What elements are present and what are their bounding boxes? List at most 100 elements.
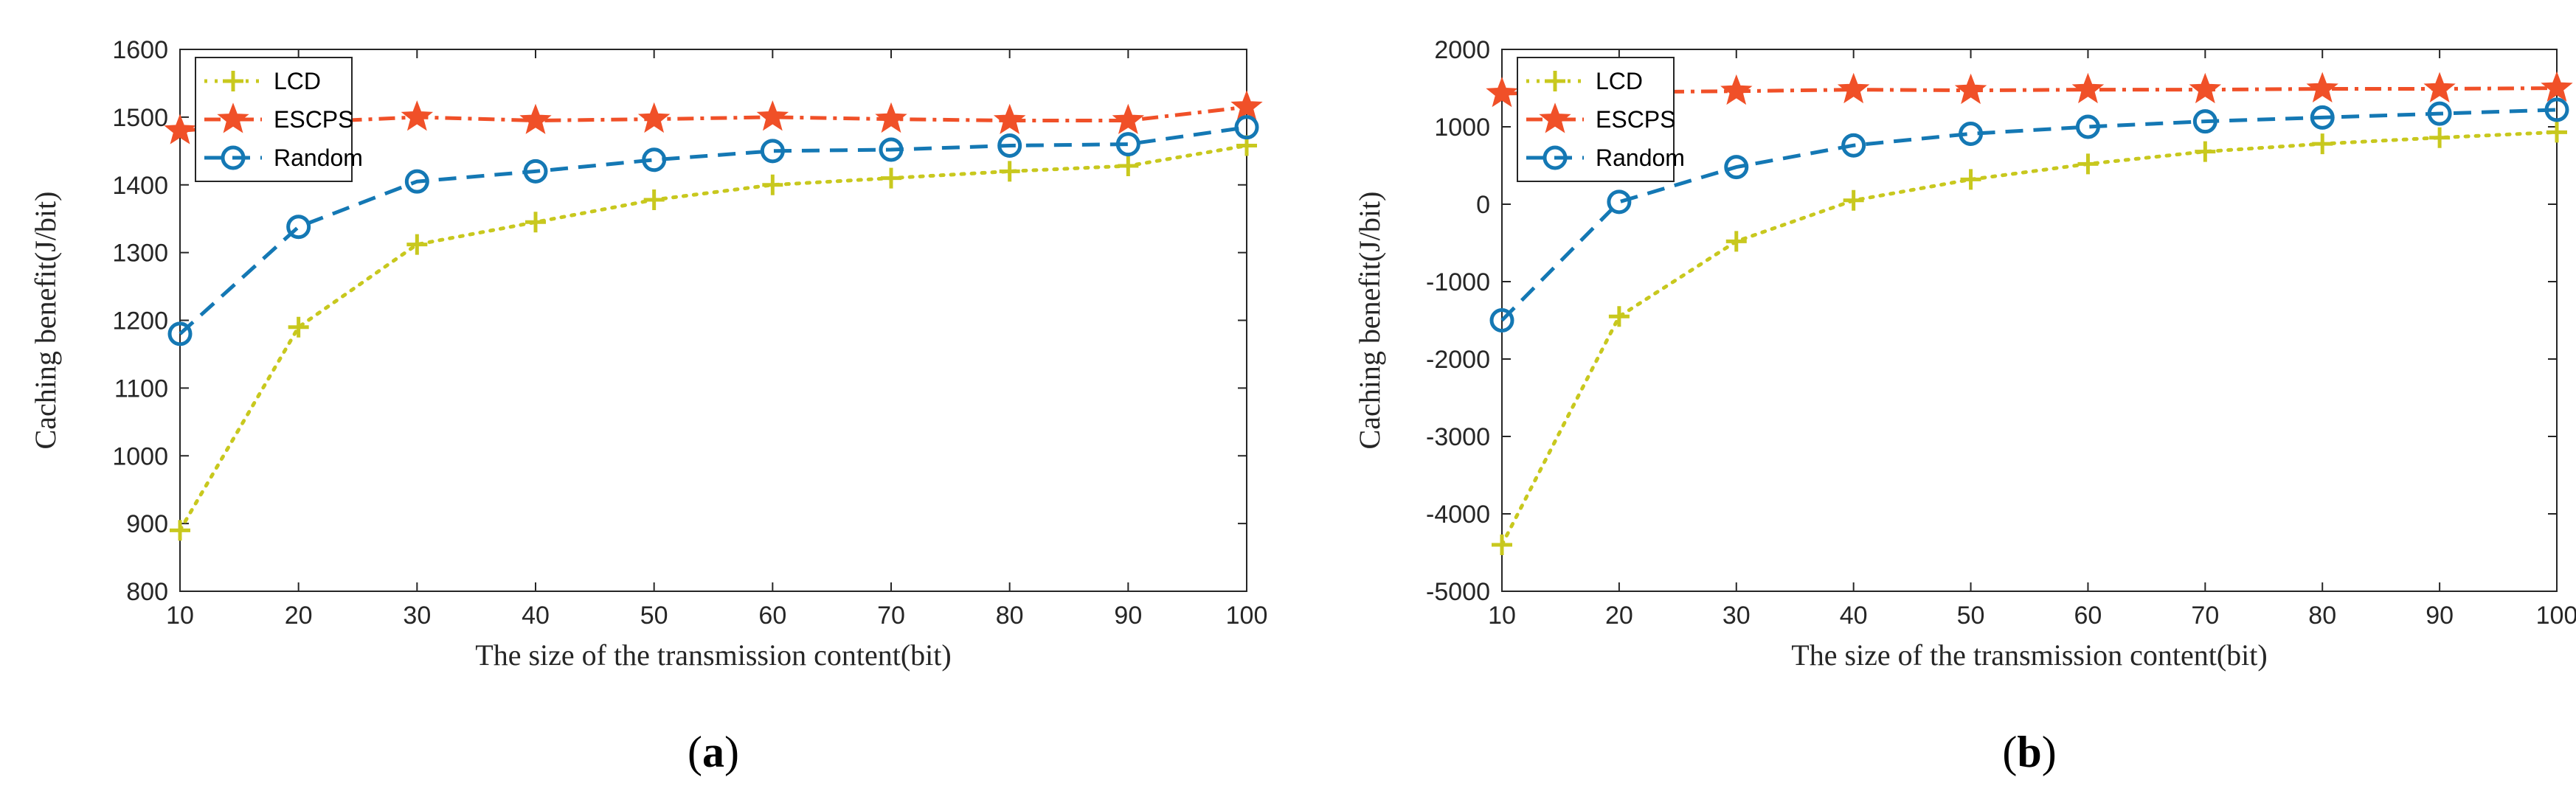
x-tick-label: 50 [1957, 602, 1985, 630]
x-tick-label: 90 [2426, 602, 2454, 630]
data-point-marker [1724, 155, 1749, 180]
y-tick-label: -2000 [1426, 346, 1490, 374]
data-point-marker [164, 114, 196, 144]
series-line [1501, 86, 2558, 96]
x-tick-label: 20 [285, 602, 313, 630]
data-point-marker [1960, 169, 1981, 190]
data-point-marker [760, 139, 785, 164]
plot-area [1501, 49, 2558, 592]
series-line [179, 105, 1247, 133]
data-point-marker [406, 234, 428, 255]
data-point-marker [756, 100, 789, 131]
data-point-marker [2077, 153, 2099, 175]
data-point-marker [1115, 132, 1140, 157]
x-tick-label: 80 [2308, 602, 2336, 630]
x-tick-label: 100 [2536, 602, 2576, 630]
data-point-marker [519, 103, 552, 134]
data-point-marker [2306, 72, 2338, 102]
legend-label: ESCPS [274, 106, 353, 133]
x-tick-label: 60 [2074, 602, 2102, 630]
series-line [1500, 108, 2558, 322]
legend-marker [221, 145, 246, 170]
y-tick-label: -1000 [1426, 268, 1490, 296]
data-point-marker [1112, 103, 1145, 134]
x-tick-label: 20 [1605, 602, 1633, 630]
y-tick-label: 900 [126, 510, 168, 538]
data-point-marker [2312, 133, 2333, 155]
data-point-marker [2423, 72, 2456, 102]
x-tick-label: 70 [2191, 602, 2219, 630]
data-point-marker [523, 159, 548, 184]
data-point-marker [2310, 105, 2335, 130]
series-random [1489, 97, 2569, 332]
legend-marker [217, 102, 249, 133]
data-point-marker [643, 189, 665, 210]
legend: LCD ESCPS Random [195, 57, 363, 182]
panel-open-paren: ( [688, 728, 702, 776]
legend-label: LCD [274, 68, 321, 94]
x-tick-label: 40 [522, 602, 550, 630]
x-tick-label: 80 [996, 602, 1024, 630]
data-point-marker [2429, 127, 2451, 148]
x-tick-label: 50 [640, 602, 668, 630]
data-point-marker [642, 147, 667, 173]
data-point-marker [170, 520, 190, 541]
series-random [167, 115, 1259, 346]
series-escps [164, 90, 1263, 144]
panel-letter: a [702, 728, 724, 776]
x-tick-label: 100 [1226, 602, 1268, 630]
x-tick-label: 10 [166, 602, 194, 630]
x-tick-label: 70 [877, 602, 905, 630]
data-point-marker [2427, 101, 2452, 126]
data-point-marker [1486, 77, 1518, 108]
data-point-marker [762, 174, 783, 195]
panel-close-paren: ) [2042, 728, 2057, 776]
data-point-marker [637, 102, 671, 133]
y-tick-label: 1300 [112, 240, 168, 268]
chart-a: 10 20 30 40 50 60 70 80 90 100 800 900 1000 1100 1200 1… [29, 36, 1267, 776]
y-tick-label: -3000 [1426, 423, 1490, 451]
y-tick-label: 1000 [112, 442, 168, 470]
legend-label: ESCPS [1596, 106, 1675, 133]
data-point-marker [401, 100, 434, 131]
data-point-marker [879, 137, 904, 162]
y-tick-label: 1100 [114, 375, 168, 403]
y-tick-label: 1000 [1434, 114, 1490, 142]
data-point-marker [1959, 121, 1984, 146]
chart-b: 10 20 30 40 50 60 70 80 90 100 -5000 -4000 -3000 -200… [1353, 36, 2576, 776]
legend-label: Random [1596, 144, 1685, 171]
data-point-marker [286, 215, 311, 240]
data-point-marker [2071, 72, 2105, 104]
x-tick-label: 60 [758, 602, 786, 630]
data-point-marker [2541, 71, 2573, 102]
x-tick-label: 30 [1722, 602, 1751, 630]
y-tick-label: 2000 [1434, 36, 1490, 64]
data-point-marker [2546, 122, 2567, 143]
x-tick-label: 10 [1488, 602, 1516, 630]
legend-label: LCD [1596, 68, 1643, 94]
data-point-marker [288, 316, 309, 338]
data-point-marker [404, 169, 429, 194]
y-tick-label: 1600 [112, 36, 168, 64]
plot-area [179, 49, 1247, 592]
x-axis-label: The size of the transmission content(bit… [475, 638, 951, 672]
series-line [179, 125, 1247, 335]
data-point-marker [2195, 141, 2216, 162]
series-line [178, 144, 1249, 532]
y-tick-label: -5000 [1426, 578, 1490, 606]
data-point-marker [1843, 189, 1864, 211]
panel-letter: b [2017, 728, 2041, 776]
data-point-marker [1725, 231, 1747, 252]
data-point-marker [1954, 73, 1987, 105]
data-point-marker [525, 212, 546, 233]
data-point-marker [2192, 109, 2217, 134]
panel-close-paren: ) [724, 728, 739, 776]
data-point-marker [1234, 115, 1259, 140]
legend-marker [1539, 102, 1571, 133]
y-tick-label: 1200 [112, 307, 168, 335]
x-axis-label: The size of the transmission content(bit… [1791, 638, 2267, 672]
x-tick-label: 40 [1840, 602, 1868, 630]
data-point-marker [1841, 133, 1866, 158]
data-point-marker [881, 167, 901, 189]
